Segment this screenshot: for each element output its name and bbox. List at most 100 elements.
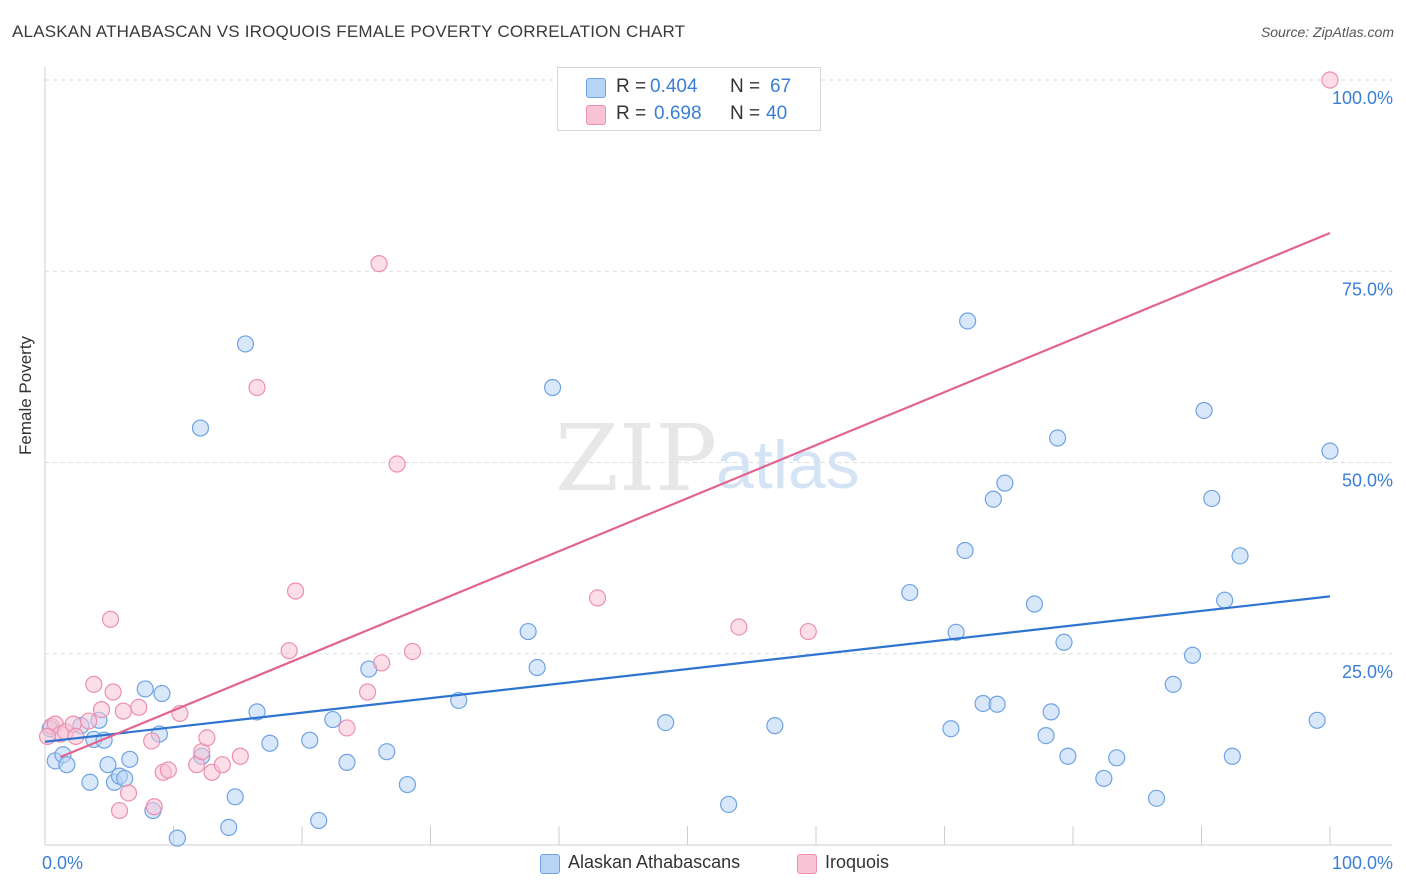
alaskan-point	[378, 743, 396, 761]
alaskan-point	[996, 474, 1014, 492]
alaskan-point	[901, 583, 919, 602]
alaskan-point	[1048, 429, 1067, 447]
iroquois-point	[101, 610, 120, 628]
alaskan-point	[301, 731, 319, 749]
alaskan-point	[1108, 749, 1126, 767]
legend-n-label: N =	[730, 76, 761, 97]
legend-n-value: 67	[770, 76, 792, 97]
alaskan-point	[324, 710, 342, 729]
alaskan-point	[720, 795, 738, 814]
iroquois-point	[130, 698, 148, 716]
bottom-legend-swatch-iroquois	[797, 854, 817, 874]
alaskan-point	[519, 622, 537, 641]
iroquois-point	[231, 747, 249, 765]
iroquois-point	[1321, 71, 1339, 89]
stats-legend: R = 0.404 N = 67 R = 0.698 N = 40	[557, 67, 821, 131]
iroquois-point	[143, 732, 161, 750]
iroquois-point	[110, 801, 129, 820]
alaskan-point	[1042, 703, 1060, 721]
alaskan-point	[1223, 747, 1241, 765]
legend-row-alaskan: R = 0.404 N = 67	[558, 75, 820, 101]
alaskan-point	[1055, 633, 1073, 651]
legend-n-label: N =	[730, 103, 761, 124]
alaskan-point	[1195, 401, 1213, 420]
iroquois-trend-line	[60, 231, 1331, 759]
x-tick-label-max: 100.0%	[1332, 853, 1393, 873]
alaskan-point	[1164, 675, 1182, 693]
alaskan-point	[99, 756, 117, 774]
alaskan-point	[543, 378, 562, 397]
alaskan-point	[942, 720, 960, 738]
iroquois-point	[799, 622, 817, 641]
y-tick-label: 75.0%	[1342, 279, 1393, 299]
iroquois-point	[198, 729, 216, 747]
alaskan-point	[121, 750, 139, 768]
alaskan-point	[226, 788, 244, 806]
chart-title: ALASKAN ATHABASCAN VS IROQUOIS FEMALE PO…	[12, 22, 686, 41]
alaskan-point	[947, 623, 965, 641]
iroquois-point	[588, 589, 607, 607]
legend-r-label: R =	[616, 103, 647, 124]
alaskan-point	[1183, 646, 1202, 664]
alaskan-point	[236, 335, 255, 353]
alaskan-point	[220, 818, 238, 837]
iroquois-point	[286, 582, 305, 600]
alaskan-point	[153, 684, 171, 703]
y-tick-label: 25.0%	[1342, 662, 1393, 682]
watermark-atlas: atlas	[716, 427, 860, 503]
alaskan-trend-line	[44, 595, 1331, 743]
alaskan-point	[1216, 591, 1234, 609]
iroquois-point	[85, 675, 103, 693]
iroquois-point	[159, 761, 177, 779]
bottom-legend-label-alaskan: Alaskan Athabascans	[568, 852, 741, 872]
iroquois-point	[119, 784, 138, 802]
iroquois-point	[67, 727, 85, 745]
iroquois-point	[388, 455, 406, 473]
alaskan-point	[398, 775, 416, 794]
alaskan-point	[1059, 747, 1077, 765]
y-tick-label: 50.0%	[1342, 471, 1393, 491]
alaskan-point	[261, 734, 279, 752]
alaskan-point	[81, 773, 99, 791]
legend-swatch-iroquois	[586, 105, 606, 125]
alaskan-point	[1095, 769, 1113, 788]
iroquois-point	[370, 255, 388, 273]
legend-row-iroquois: R = 0.698 N = 40	[558, 102, 820, 128]
iroquois-point	[403, 642, 422, 661]
alaskan-point	[988, 695, 1006, 713]
y-axis-label: Female Poverty	[16, 335, 35, 455]
alaskan-point	[1025, 595, 1044, 613]
alaskan-point	[248, 703, 266, 721]
iroquois-point	[92, 700, 111, 719]
alaskan-point	[1147, 789, 1166, 807]
iroquois-point	[338, 719, 356, 737]
alaskan-point	[1321, 442, 1339, 460]
alaskan-point	[959, 312, 977, 330]
iroquois-point	[104, 683, 122, 701]
alaskan-point	[116, 769, 134, 788]
iroquois-point	[373, 654, 391, 672]
bottom-legend-label-iroquois: Iroquois	[825, 852, 890, 872]
alaskan-point	[766, 717, 784, 735]
alaskan-point	[956, 541, 974, 560]
source-label: Source: ZipAtlas.com	[1260, 24, 1394, 40]
alaskan-point	[1203, 489, 1221, 508]
legend-r-value: 0.404	[650, 76, 698, 97]
alaskan-point	[58, 756, 76, 774]
alaskan-point	[984, 490, 1002, 508]
iroquois-point	[248, 378, 266, 397]
iroquois-point	[114, 702, 132, 720]
legend-r-label: R =	[616, 76, 647, 97]
legend-r-value: 0.698	[654, 103, 702, 124]
iroquois-point	[358, 683, 377, 701]
iroquois-point	[145, 798, 163, 816]
iroquois-point	[280, 642, 298, 660]
alaskan-point	[1037, 727, 1055, 745]
alaskan-point	[136, 680, 154, 698]
alaskan-point	[338, 753, 356, 771]
alaskan-point	[528, 658, 546, 677]
watermark-zip: ZIP	[555, 405, 717, 512]
alaskan-point	[191, 419, 210, 437]
iroquois-point	[80, 712, 98, 730]
